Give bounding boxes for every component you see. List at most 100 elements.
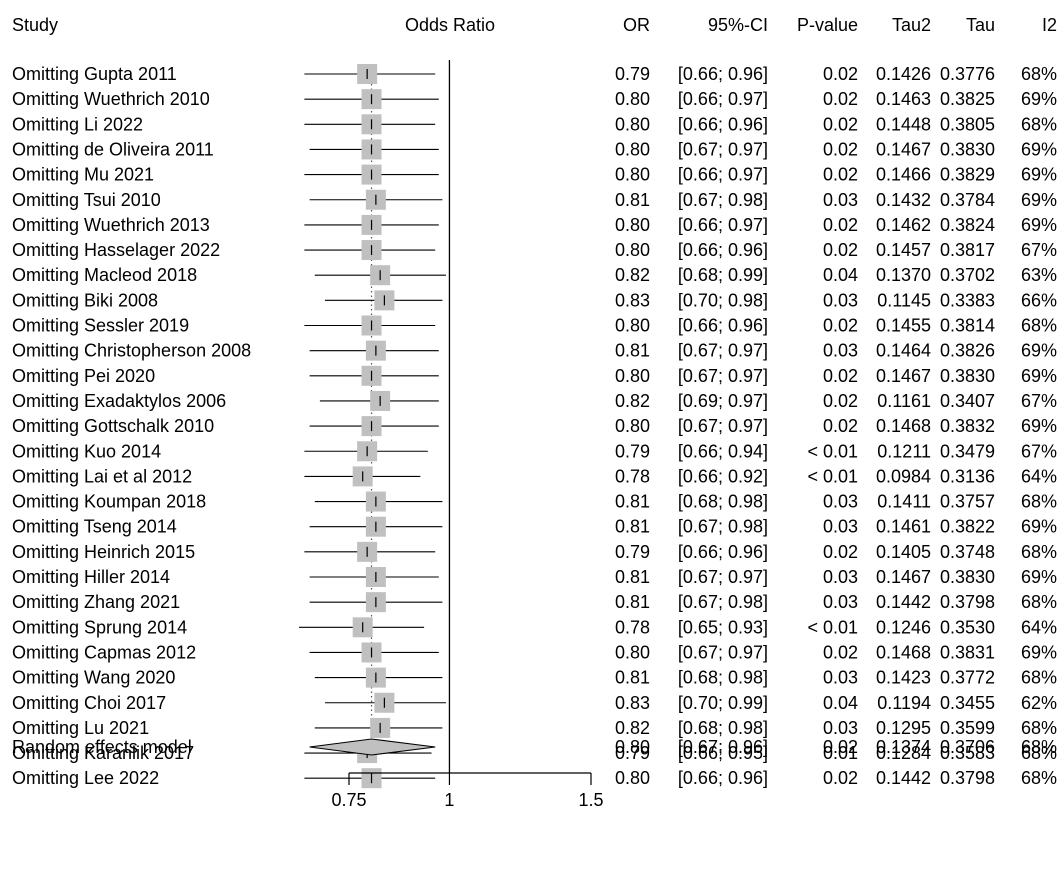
study-tau2-value: 0.1284 [876, 743, 931, 763]
study-i2-value: 68% [1021, 768, 1057, 788]
study-i2-value: 69% [1021, 567, 1057, 587]
study-or-value: 0.81 [615, 517, 650, 537]
study-row: Omitting Lee 2022 0.80 [0.66; 0.96] 0.02 0.1… [12, 768, 1057, 789]
pooled-row: Random effects model 0.80 [0.67; 0.96] 0.02… [12, 737, 1057, 757]
study-tau2-value: 0.1467 [876, 567, 931, 587]
study-p-value: < 0.01 [807, 466, 858, 486]
study-label: Omitting Wuethrich 2010 [12, 89, 210, 109]
study-ci-value: [0.67; 0.97] [678, 139, 768, 159]
study-p-value: 0.02 [823, 139, 858, 159]
study-tau-value: 0.3772 [940, 668, 995, 688]
study-or-value: 0.79 [615, 542, 650, 562]
study-tau2-value: 0.1457 [876, 240, 931, 260]
study-or-value: 0.78 [615, 466, 650, 486]
study-p-value: 0.02 [823, 215, 858, 235]
pooled-ci-value: [0.67; 0.96] [678, 737, 768, 757]
study-ci-value: [0.70; 0.98] [678, 290, 768, 310]
study-tau-value: 0.3383 [940, 290, 995, 310]
study-row: Omitting Biki 2008 0.83 [0.70; 0.98] 0.03 0.… [12, 290, 1057, 311]
study-tau-value: 0.3829 [940, 165, 995, 185]
study-tau-value: 0.3530 [940, 617, 995, 637]
study-p-value: 0.02 [823, 114, 858, 134]
study-ci-value: [0.68; 0.99] [678, 265, 768, 285]
study-p-value: 0.03 [823, 567, 858, 587]
study-tau2-value: 0.1442 [876, 592, 931, 612]
study-p-value: 0.02 [823, 366, 858, 386]
study-tau-value: 0.3583 [940, 743, 995, 763]
pooled-label: Random effects model [12, 737, 192, 757]
study-row: Omitting Tsui 2010 0.81 [0.67; 0.98] 0.03 0.… [12, 189, 1057, 210]
study-ci-value: [0.65; 0.93] [678, 617, 768, 637]
study-row: Omitting Wuethrich 2013 0.80 [0.66; 0.97] 0… [12, 214, 1057, 235]
study-i2-value: 68% [1021, 114, 1057, 134]
study-ci-value: [0.67; 0.98] [678, 517, 768, 537]
study-tau2-value: 0.1464 [876, 341, 931, 361]
header-ci: 95%-CI [708, 15, 768, 35]
study-label: Omitting Lu 2021 [12, 718, 149, 738]
study-row: Omitting Mu 2021 0.80 [0.66; 0.97] 0.02 0.14… [12, 164, 1057, 185]
study-i2-value: 69% [1021, 165, 1057, 185]
study-tau-value: 0.3822 [940, 517, 995, 537]
study-i2-value: 69% [1021, 416, 1057, 436]
study-tau-value: 0.3830 [940, 366, 995, 386]
study-tau2-value: 0.1442 [876, 768, 931, 788]
study-row: Omitting Wuethrich 2010 0.80 [0.66; 0.97] 0… [12, 89, 1057, 110]
study-ci-value: [0.70; 0.99] [678, 693, 768, 713]
study-label: Omitting Tsui 2010 [12, 190, 161, 210]
study-tau2-value: 0.1194 [877, 693, 931, 713]
study-tau2-value: 0.1411 [877, 492, 931, 512]
study-p-value: 0.03 [823, 592, 858, 612]
study-i2-value: 67% [1021, 441, 1057, 461]
study-p-value: 0.03 [823, 290, 858, 310]
study-row: Omitting Christopherson 2008 0.81 [0.67; 0… [12, 340, 1057, 361]
study-tau2-value: 0.1246 [876, 617, 931, 637]
study-tau-value: 0.3784 [940, 190, 995, 210]
study-tau2-value: 0.1426 [876, 64, 931, 84]
study-label: Omitting Choi 2017 [12, 693, 166, 713]
study-label: Omitting Lee 2022 [12, 768, 159, 788]
study-label: Omitting Hasselager 2022 [12, 240, 220, 260]
study-ci-value: [0.66; 0.97] [678, 215, 768, 235]
study-p-value: 0.02 [823, 416, 858, 436]
study-tau2-value: 0.1295 [876, 718, 931, 738]
study-tau-value: 0.3831 [940, 642, 995, 662]
study-or-value: 0.80 [615, 416, 650, 436]
study-i2-value: 62% [1021, 693, 1057, 713]
header-i2: I2 [1042, 15, 1057, 35]
study-i2-value: 69% [1021, 89, 1057, 109]
study-tau-value: 0.3702 [940, 265, 995, 285]
study-ci-value: [0.67; 0.97] [678, 341, 768, 361]
study-or-value: 0.82 [615, 718, 650, 738]
header-odds-ratio: Odds Ratio [405, 15, 495, 35]
study-tau-value: 0.3757 [940, 492, 995, 512]
study-p-value: 0.04 [823, 265, 858, 285]
study-label: Omitting Exadaktylos 2006 [12, 391, 226, 411]
study-ci-value: [0.66; 0.94] [678, 441, 768, 461]
study-tau-value: 0.3817 [940, 240, 995, 260]
study-ci-value: [0.66; 0.95] [678, 743, 768, 763]
study-tau2-value: 0.0984 [876, 466, 931, 486]
study-row: Omitting Pei 2020 0.80 [0.67; 0.97] 0.02 0.1… [12, 365, 1057, 386]
x-tick-label: 1.5 [578, 790, 603, 810]
study-row: Omitting Capmas 2012 0.80 [0.67; 0.97] 0.02… [12, 642, 1057, 663]
study-p-value: 0.03 [823, 341, 858, 361]
study-p-value: 0.03 [823, 668, 858, 688]
x-tick-label: 1 [444, 790, 454, 810]
study-i2-value: 68% [1021, 492, 1057, 512]
study-label: Omitting Karanlik 2017 [12, 743, 194, 763]
study-i2-value: 68% [1021, 718, 1057, 738]
study-label: Omitting Heinrich 2015 [12, 542, 195, 562]
study-row: Omitting Gupta 2011 0.79 [0.66; 0.96] 0.02 0… [12, 64, 1057, 84]
study-row: Omitting Karanlik 2017 0.79 [0.66; 0.95] 0.… [12, 743, 1057, 764]
pooled-tau-value: 0.3706 [940, 737, 995, 757]
study-or-value: 0.79 [615, 743, 650, 763]
study-tau-value: 0.3805 [940, 114, 995, 134]
study-tau-value: 0.3814 [940, 316, 995, 336]
study-tau2-value: 0.1423 [876, 668, 931, 688]
study-tau2-value: 0.1463 [876, 89, 931, 109]
study-i2-value: 69% [1021, 366, 1057, 386]
study-label: Omitting Li 2022 [12, 114, 143, 134]
study-ci-value: [0.67; 0.98] [678, 190, 768, 210]
study-tau-value: 0.3798 [940, 768, 995, 788]
